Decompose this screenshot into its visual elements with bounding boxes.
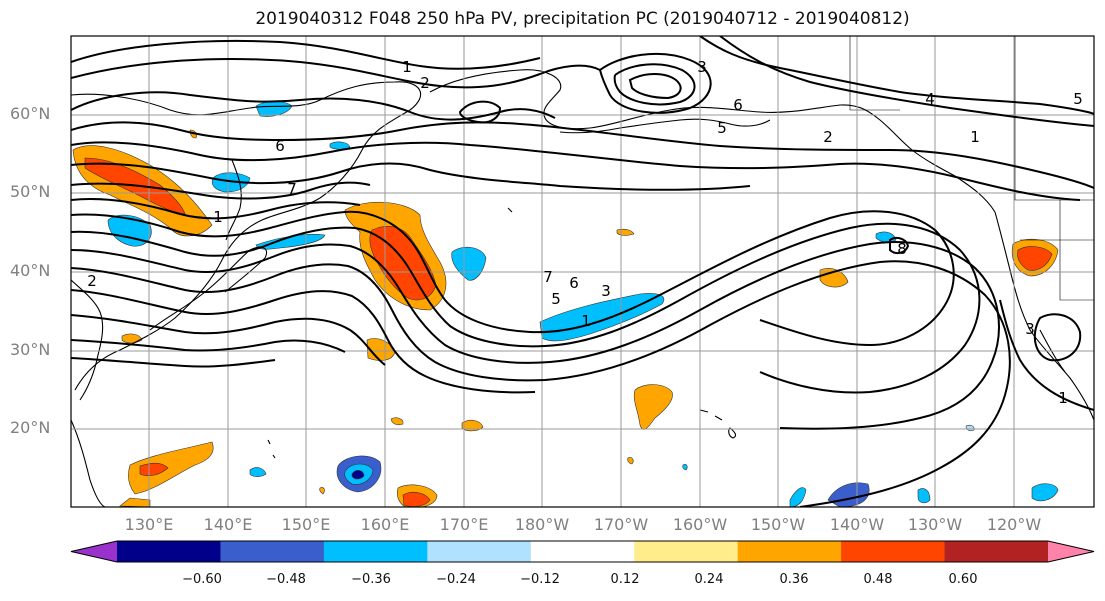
colorbar-tick-label: 0.36: [779, 572, 809, 587]
contour-label: 7: [287, 180, 297, 198]
colorbar-segment: [944, 541, 1049, 562]
contour-label: 2: [420, 74, 430, 92]
lon-label: 150°E: [281, 515, 331, 534]
colorbar-segment: [530, 541, 635, 562]
lon-label: 120°W: [986, 515, 1042, 534]
contour-label: 1: [1058, 389, 1068, 407]
lon-label: 180°W: [514, 515, 570, 534]
colorbar-tick-label: 0.24: [694, 572, 724, 587]
contour-label: 3: [697, 58, 707, 76]
map-content: 1 2 6 7 1 2 1 4 6 5 3 5 7 6 5 3 1 8 1 3 …: [71, 36, 1094, 507]
colorbar-tick-label: 0.60: [948, 572, 978, 587]
contour-label: 3: [1025, 320, 1035, 338]
contour-label: 5: [1073, 90, 1083, 108]
colorbar: [70, 540, 1095, 563]
lon-label: 140°W: [829, 515, 885, 534]
contour-label: 1: [581, 312, 591, 330]
colorbar-tick-label: −0.24: [436, 572, 476, 587]
lat-label-60n: 60°N: [10, 104, 51, 123]
contour-label: 6: [275, 137, 285, 155]
contour-label: 2: [823, 128, 833, 146]
colorbar-tick-label: −0.60: [182, 572, 222, 587]
lat-label-20n: 20°N: [10, 418, 51, 437]
colorbar-tick-label: −0.36: [351, 572, 391, 587]
contour-label: 5: [551, 290, 561, 308]
lon-label: 130°E: [124, 515, 174, 534]
contour-label: 6: [733, 96, 743, 114]
contour-label: 6: [569, 274, 579, 292]
lat-label-50n: 50°N: [10, 182, 51, 201]
lon-label: 140°E: [203, 515, 253, 534]
lon-label: 150°W: [750, 515, 806, 534]
contour-label: 1: [213, 208, 223, 226]
map-frame: [70, 35, 1095, 508]
contour-label: 4: [925, 90, 935, 108]
colorbar-segment: [323, 541, 428, 562]
colorbar-tick-label: 0.12: [610, 572, 640, 587]
colorbar-extend-min: [71, 541, 117, 562]
contour-label: 8: [897, 240, 907, 258]
contour-label: 1: [970, 128, 980, 146]
colorbar-tick-label: −0.48: [266, 572, 306, 587]
lon-label: 170°E: [439, 515, 489, 534]
contour-label-group: 1 2 6 7 1 2 1 4 6 5 3 5 7 6 5 3 1 8 1 3 …: [87, 58, 1083, 407]
colorbar-extend-max: [1048, 541, 1094, 562]
lon-label: 130°W: [907, 515, 963, 534]
colorbar-segment: [220, 541, 325, 562]
lon-label: 160°W: [672, 515, 728, 534]
lon-label: 160°E: [360, 515, 410, 534]
colorbar-segment: [117, 541, 221, 562]
contour-label: 3: [601, 282, 611, 300]
map-title: 2019040312 F048 250 hPa PV, precipitatio…: [255, 9, 910, 29]
contour-label: 7: [543, 268, 553, 286]
contour-label: 1: [402, 58, 412, 76]
colorbar-outline: [70, 540, 1095, 563]
colorbar-segment: [427, 541, 532, 562]
colorbar-tick-label: −0.12: [520, 572, 560, 587]
lat-label-40n: 40°N: [10, 261, 51, 280]
lon-label: 170°W: [593, 515, 649, 534]
contour-label: 2: [87, 272, 97, 290]
colorbar-segment: [841, 541, 946, 562]
contour-label: 5: [717, 119, 727, 137]
colorbar-tick-label: 0.48: [863, 572, 893, 587]
colorbar-segment: [737, 541, 842, 562]
colorbar-segment: [634, 541, 739, 562]
lat-label-30n: 30°N: [10, 340, 51, 359]
gridlines: [71, 36, 1094, 507]
pv-contours: [71, 36, 1094, 507]
